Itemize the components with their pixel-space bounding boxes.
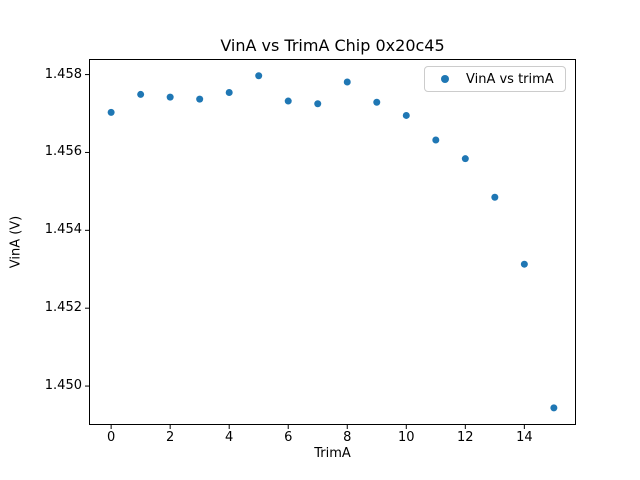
scatter-point	[520, 260, 528, 268]
x-tick-label: 14	[516, 430, 533, 445]
x-tick-label: 6	[284, 430, 293, 445]
scatter-point	[166, 93, 174, 101]
scatter-point	[284, 97, 292, 105]
scatter-point	[107, 108, 115, 116]
x-tick-label: 8	[343, 430, 352, 445]
chart-title: VinA vs TrimA Chip 0x20c45	[220, 36, 445, 55]
y-tick-label: 1.452	[44, 300, 82, 316]
scatter-point	[196, 95, 204, 103]
scatter-point	[402, 111, 410, 119]
x-tick-label: 10	[398, 430, 415, 445]
y-tick-label: 1.456	[44, 144, 82, 160]
scatter-point	[491, 193, 499, 201]
y-tick-label: 1.458	[44, 66, 82, 82]
legend: VinA vs trimA	[424, 66, 566, 92]
x-tick-label: 4	[225, 430, 234, 445]
y-tick-label: 1.450	[44, 378, 82, 394]
x-tick-label: 2	[166, 430, 175, 445]
scatter-point	[137, 90, 145, 98]
scatter-point	[255, 72, 263, 80]
scatter-point	[550, 404, 558, 412]
legend-label: VinA vs trimA	[466, 71, 554, 87]
scatter-point	[343, 78, 351, 86]
plot-area	[89, 59, 576, 425]
scatter-point	[373, 98, 381, 106]
legend-marker-dot	[441, 75, 449, 83]
x-tick-label: 0	[106, 430, 116, 445]
x-axis-label: TrimA	[314, 446, 351, 461]
scatter-point	[432, 136, 440, 144]
x-tick-label: 12	[457, 430, 474, 445]
scatter-point	[314, 100, 322, 108]
y-axis-label: VinA (V)	[8, 215, 24, 269]
y-tick-label: 1.454	[44, 222, 82, 238]
scatter-point	[225, 88, 233, 96]
scatter-point	[461, 155, 469, 163]
